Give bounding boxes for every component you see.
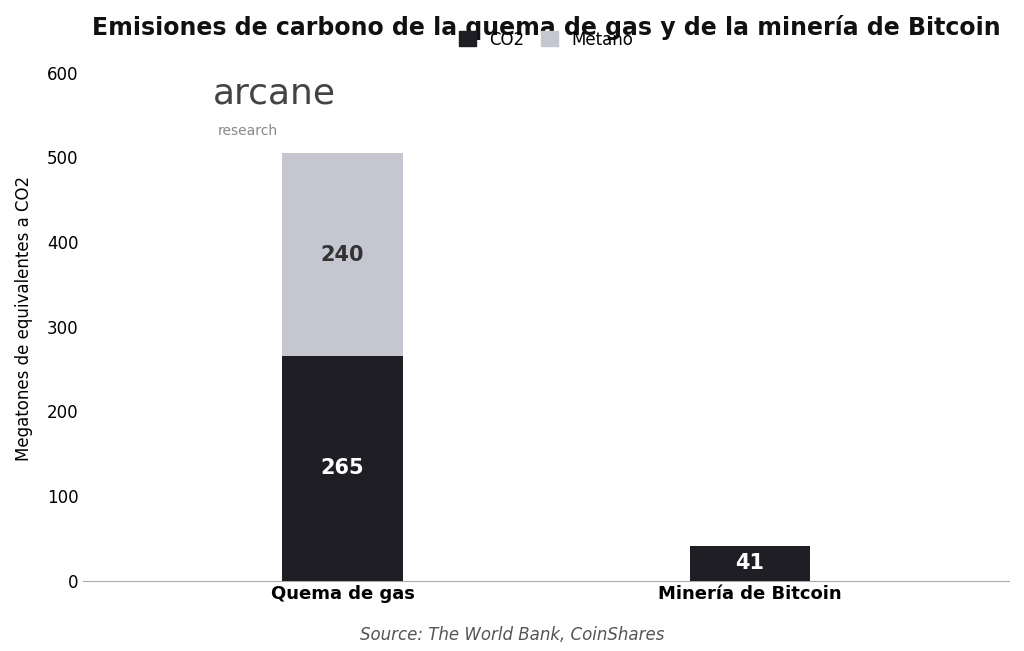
- Title: Emisiones de carbono de la quema de gas y de la minería de Bitcoin: Emisiones de carbono de la quema de gas …: [92, 15, 1000, 40]
- Text: 240: 240: [321, 245, 365, 265]
- Text: arcane: arcane: [213, 77, 336, 111]
- Text: 265: 265: [321, 458, 365, 478]
- Text: Source: The World Bank, CoinShares: Source: The World Bank, CoinShares: [359, 626, 665, 644]
- Text: research: research: [217, 124, 278, 138]
- Text: 41: 41: [735, 553, 764, 574]
- Bar: [283, 153, 402, 356]
- Legend: CO2, Metano: CO2, Metano: [451, 22, 641, 57]
- Bar: [689, 546, 810, 581]
- Bar: [283, 356, 402, 581]
- Y-axis label: Megatones de equivalentes a CO2: Megatones de equivalentes a CO2: [15, 176, 33, 461]
